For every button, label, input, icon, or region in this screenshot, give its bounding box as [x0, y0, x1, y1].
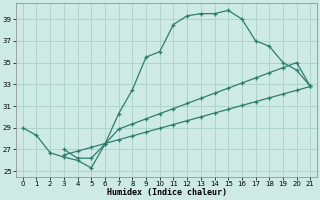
X-axis label: Humidex (Indice chaleur): Humidex (Indice chaleur): [107, 188, 227, 197]
